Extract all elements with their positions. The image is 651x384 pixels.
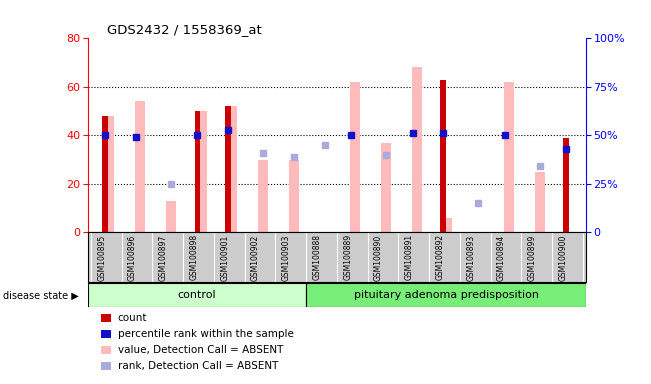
Text: GSM100899: GSM100899 — [528, 234, 536, 281]
Text: GSM100900: GSM100900 — [559, 234, 568, 281]
Text: disease state ▶: disease state ▶ — [3, 290, 79, 300]
Text: percentile rank within the sample: percentile rank within the sample — [118, 329, 294, 339]
Text: GSM100892: GSM100892 — [436, 234, 445, 280]
Text: pituitary adenoma predisposition: pituitary adenoma predisposition — [353, 290, 538, 300]
Text: value, Detection Call = ABSENT: value, Detection Call = ABSENT — [118, 345, 283, 355]
Bar — [306, 283, 586, 307]
Bar — [350, 82, 360, 232]
Bar — [504, 82, 514, 232]
Bar — [412, 68, 422, 232]
Bar — [258, 160, 268, 232]
Bar — [104, 116, 115, 232]
Bar — [564, 138, 569, 232]
Bar — [102, 116, 108, 232]
Bar — [443, 218, 452, 232]
Bar — [535, 172, 545, 232]
Text: GDS2432 / 1558369_at: GDS2432 / 1558369_at — [107, 23, 262, 36]
Bar — [225, 106, 231, 232]
Bar — [135, 101, 145, 232]
Text: GSM100895: GSM100895 — [98, 234, 106, 281]
Text: GSM100890: GSM100890 — [374, 234, 383, 281]
Text: control: control — [178, 290, 216, 300]
Text: GSM100896: GSM100896 — [128, 234, 137, 281]
Bar — [166, 201, 176, 232]
Text: GSM100894: GSM100894 — [497, 234, 506, 281]
Text: GSM100888: GSM100888 — [312, 234, 322, 280]
Text: GSM100897: GSM100897 — [159, 234, 168, 281]
Text: GSM100889: GSM100889 — [343, 234, 352, 280]
Text: rank, Detection Call = ABSENT: rank, Detection Call = ABSENT — [118, 361, 278, 371]
Bar — [381, 142, 391, 232]
Bar — [227, 106, 237, 232]
Text: GSM100891: GSM100891 — [405, 234, 414, 280]
Bar — [441, 79, 446, 232]
Text: GSM100902: GSM100902 — [251, 234, 260, 281]
Text: GSM100901: GSM100901 — [220, 234, 229, 281]
Text: count: count — [118, 313, 147, 323]
Text: GSM100893: GSM100893 — [466, 234, 475, 281]
Bar — [88, 283, 306, 307]
Text: GSM100898: GSM100898 — [189, 234, 199, 280]
Bar — [197, 111, 206, 232]
Bar — [195, 111, 200, 232]
Bar — [289, 160, 299, 232]
Text: GSM100903: GSM100903 — [282, 234, 291, 281]
